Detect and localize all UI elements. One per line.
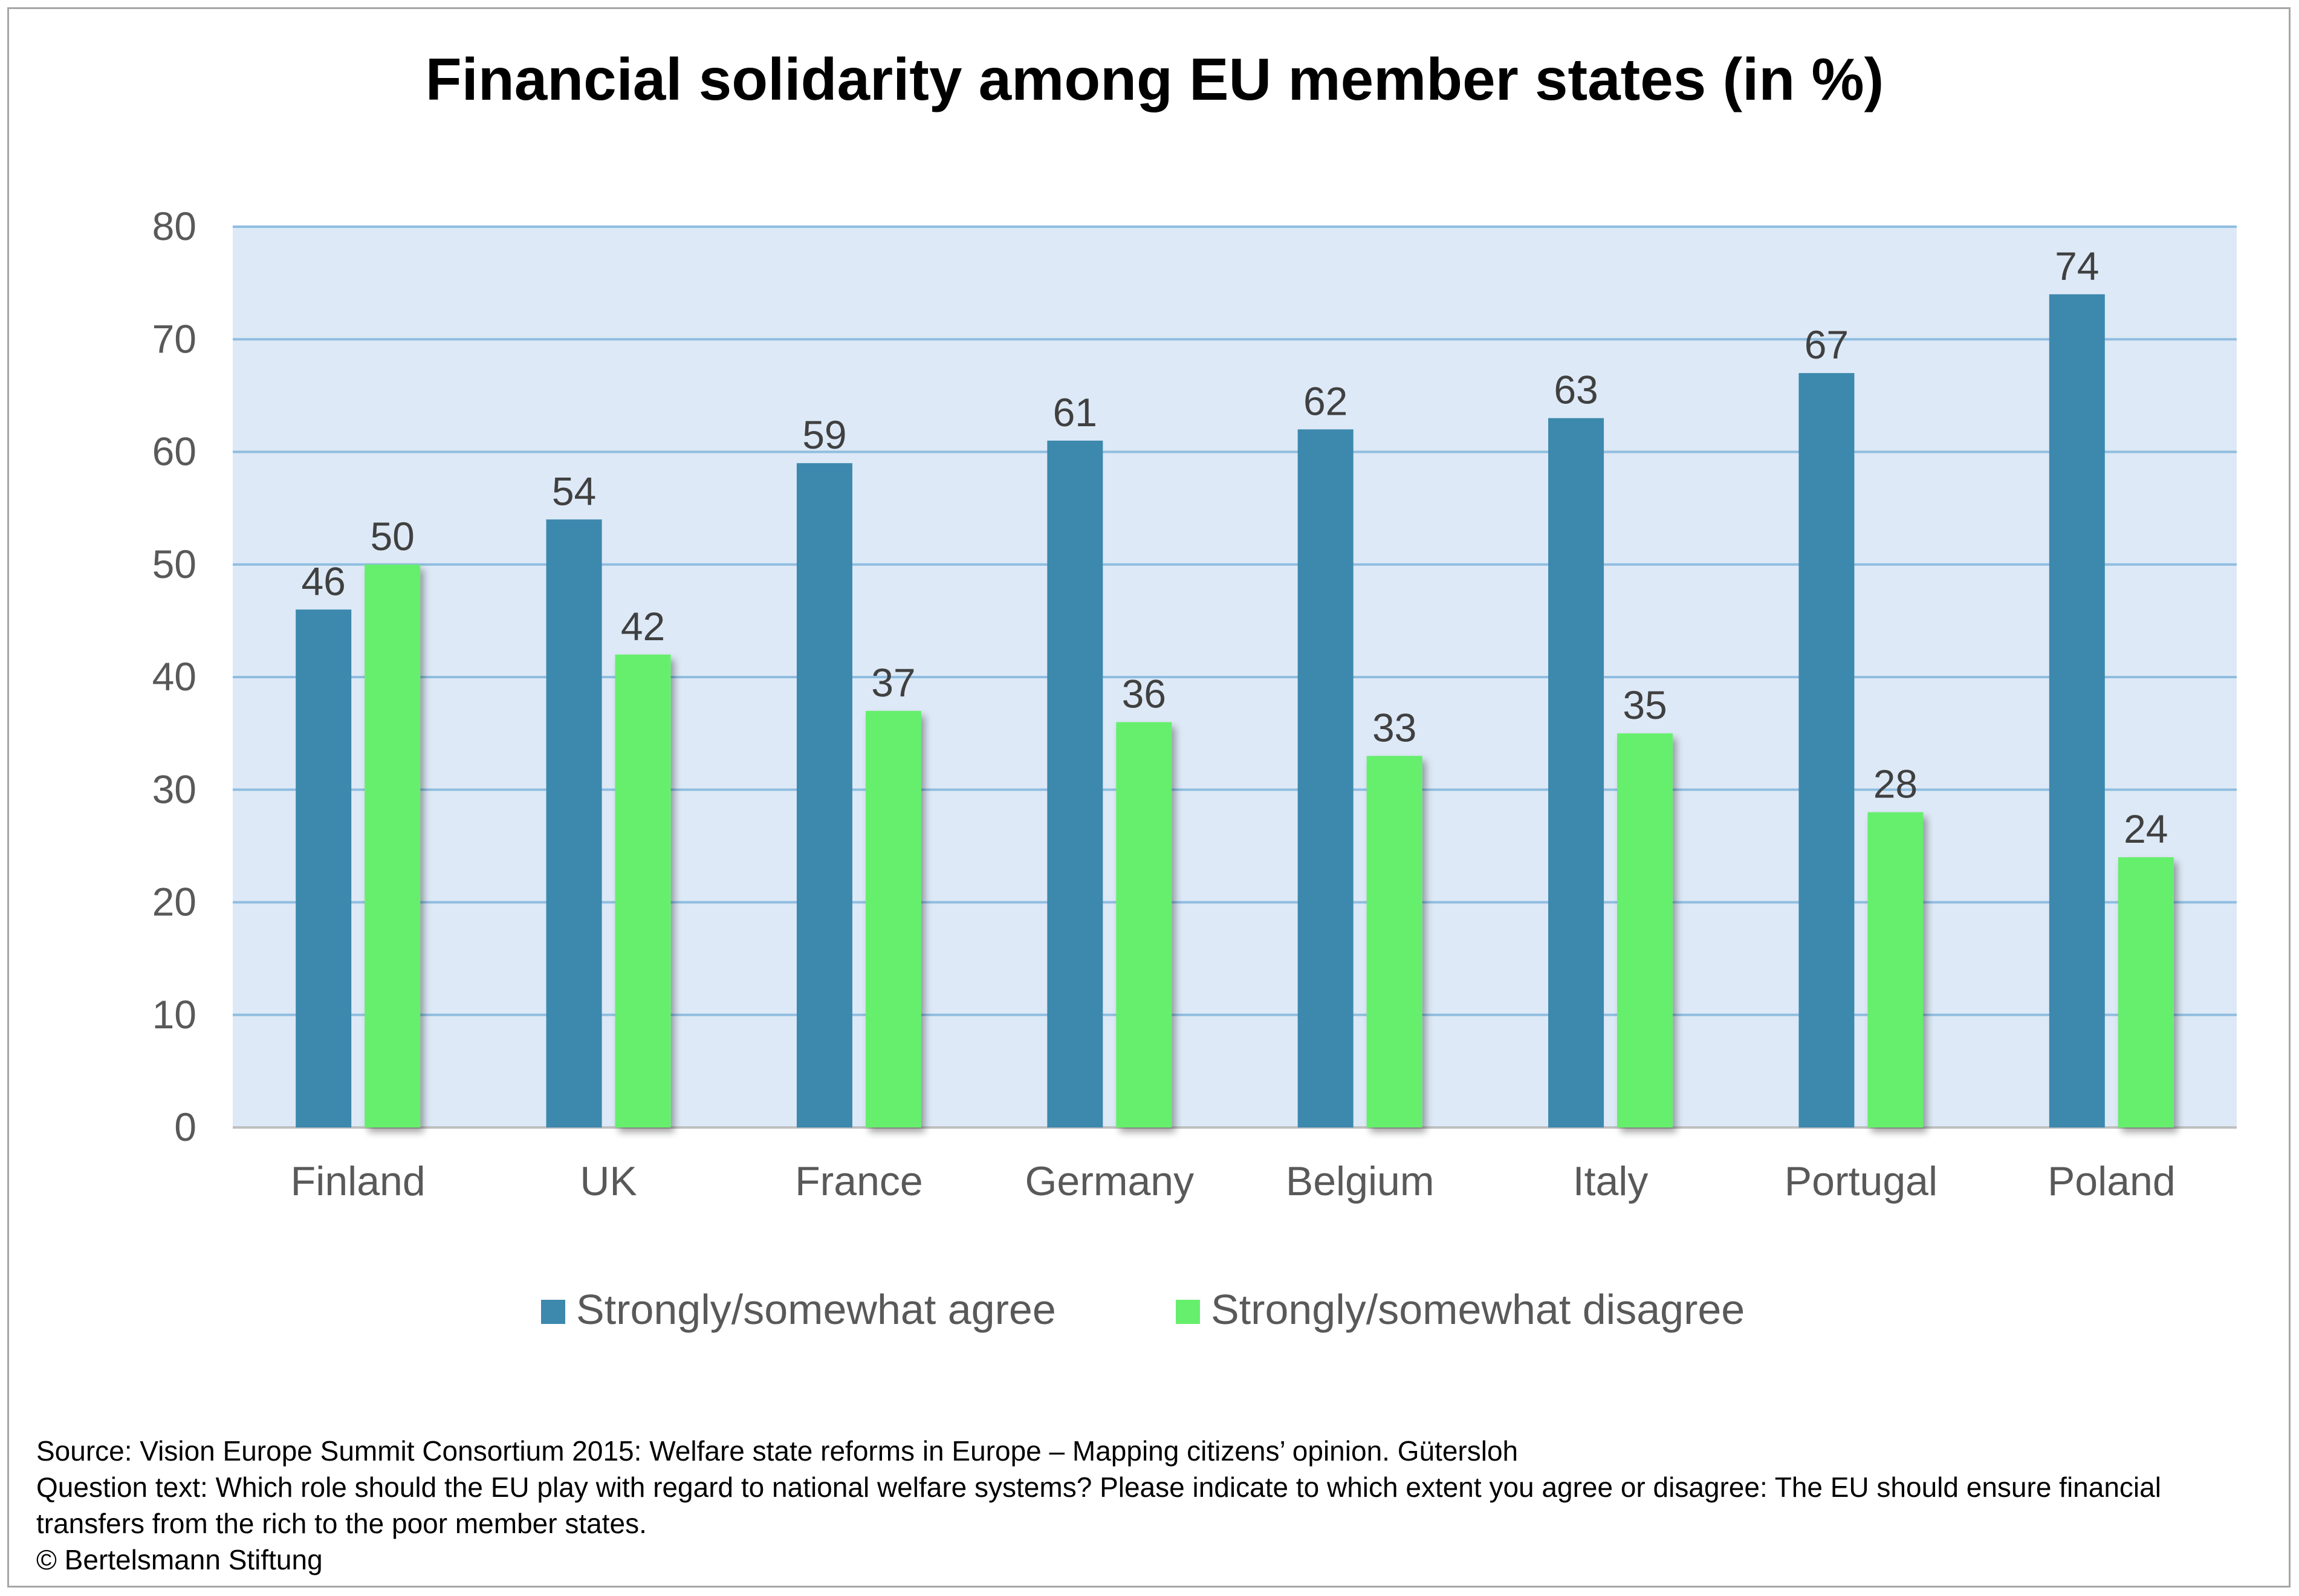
data-label: 50	[370, 514, 414, 559]
bar-finland-agree	[296, 609, 352, 1127]
data-label: 42	[621, 604, 665, 649]
bar-uk-agree	[546, 519, 602, 1127]
legend-swatch	[1176, 1300, 1200, 1324]
x-tick-label: Portugal	[1785, 1158, 1937, 1204]
bar-italy-agree	[1548, 418, 1604, 1127]
bar-belgium-agree	[1297, 429, 1354, 1127]
chart-frame	[7, 7, 2291, 1588]
x-tick-label: UK	[580, 1158, 637, 1204]
y-tick-label: 30	[152, 767, 196, 811]
y-axis-ticks: 0 10 20 30 40 50 60 70 80	[152, 204, 196, 1149]
bar-italy-disagree	[1617, 733, 1673, 1127]
x-tick-label: Belgium	[1286, 1158, 1435, 1204]
y-tick-label: 70	[152, 316, 196, 361]
bar-poland-disagree	[2118, 857, 2174, 1127]
x-tick-label: Finland	[291, 1158, 426, 1204]
data-label: 36	[1122, 672, 1166, 716]
legend-swatch	[541, 1300, 565, 1324]
y-tick-label: 20	[152, 880, 196, 924]
x-tick-label: Germany	[1025, 1158, 1194, 1204]
data-label: 61	[1053, 390, 1097, 435]
x-tick-label: Italy	[1573, 1158, 1649, 1204]
bar-finland-disagree	[365, 564, 421, 1127]
question-text: Question text: Which role should the EU …	[36, 1471, 2169, 1539]
y-tick-label: 0	[174, 1105, 196, 1149]
copyright-text: © Bertelsmann Stiftung	[36, 1544, 323, 1575]
x-tick-label: France	[795, 1158, 923, 1204]
bar-germany-agree	[1047, 440, 1103, 1127]
data-label: 37	[871, 660, 915, 705]
data-label: 24	[2124, 806, 2168, 851]
y-tick-label: 40	[152, 654, 196, 699]
chart-title: Financial solidarity among EU member sta…	[426, 46, 1884, 112]
bar-france-disagree	[865, 710, 921, 1127]
data-label: 59	[802, 412, 846, 457]
x-tick-label: Poland	[2048, 1158, 2176, 1204]
data-label: 46	[301, 559, 345, 603]
y-tick-label: 80	[152, 204, 196, 248]
x-axis-ticks: Finland UK France Germany Belgium Italy Portug…	[291, 1158, 2176, 1204]
data-label: 74	[2055, 244, 2099, 288]
bar-portugal-agree	[1798, 373, 1855, 1127]
source-text: Source: Vision Europe Summit Consortium …	[36, 1435, 1519, 1467]
data-label: 33	[1372, 705, 1416, 750]
y-tick-label: 10	[152, 992, 196, 1037]
y-tick-label: 60	[152, 429, 196, 474]
data-label: 54	[552, 469, 596, 513]
source-notes: Source: Vision Europe Summit Consortium …	[36, 1433, 2273, 1578]
bar-portugal-disagree	[1867, 812, 1924, 1127]
legend-label: Strongly/somewhat disagree	[1211, 1286, 1745, 1333]
bar-germany-disagree	[1116, 722, 1172, 1127]
data-label: 67	[1805, 322, 1849, 367]
bars	[296, 294, 2174, 1127]
data-label: 28	[1873, 762, 1918, 806]
bar-belgium-disagree	[1366, 756, 1422, 1127]
bar-uk-disagree	[615, 654, 671, 1127]
data-label: 62	[1303, 378, 1347, 423]
bar-poland-agree	[2049, 294, 2105, 1127]
bar-france-agree	[796, 463, 852, 1127]
y-tick-label: 50	[152, 542, 196, 586]
data-label: 63	[1554, 368, 1598, 412]
data-label: 35	[1623, 683, 1667, 727]
legend: Strongly/somewhat agree Strongly/somewhat…	[541, 1286, 1745, 1333]
data-labels: 46 50 54 42 59 37 61 36 62 33 63 35 67 28 74 24	[301, 244, 2168, 851]
legend-label: Strongly/somewhat agree	[576, 1286, 1056, 1333]
